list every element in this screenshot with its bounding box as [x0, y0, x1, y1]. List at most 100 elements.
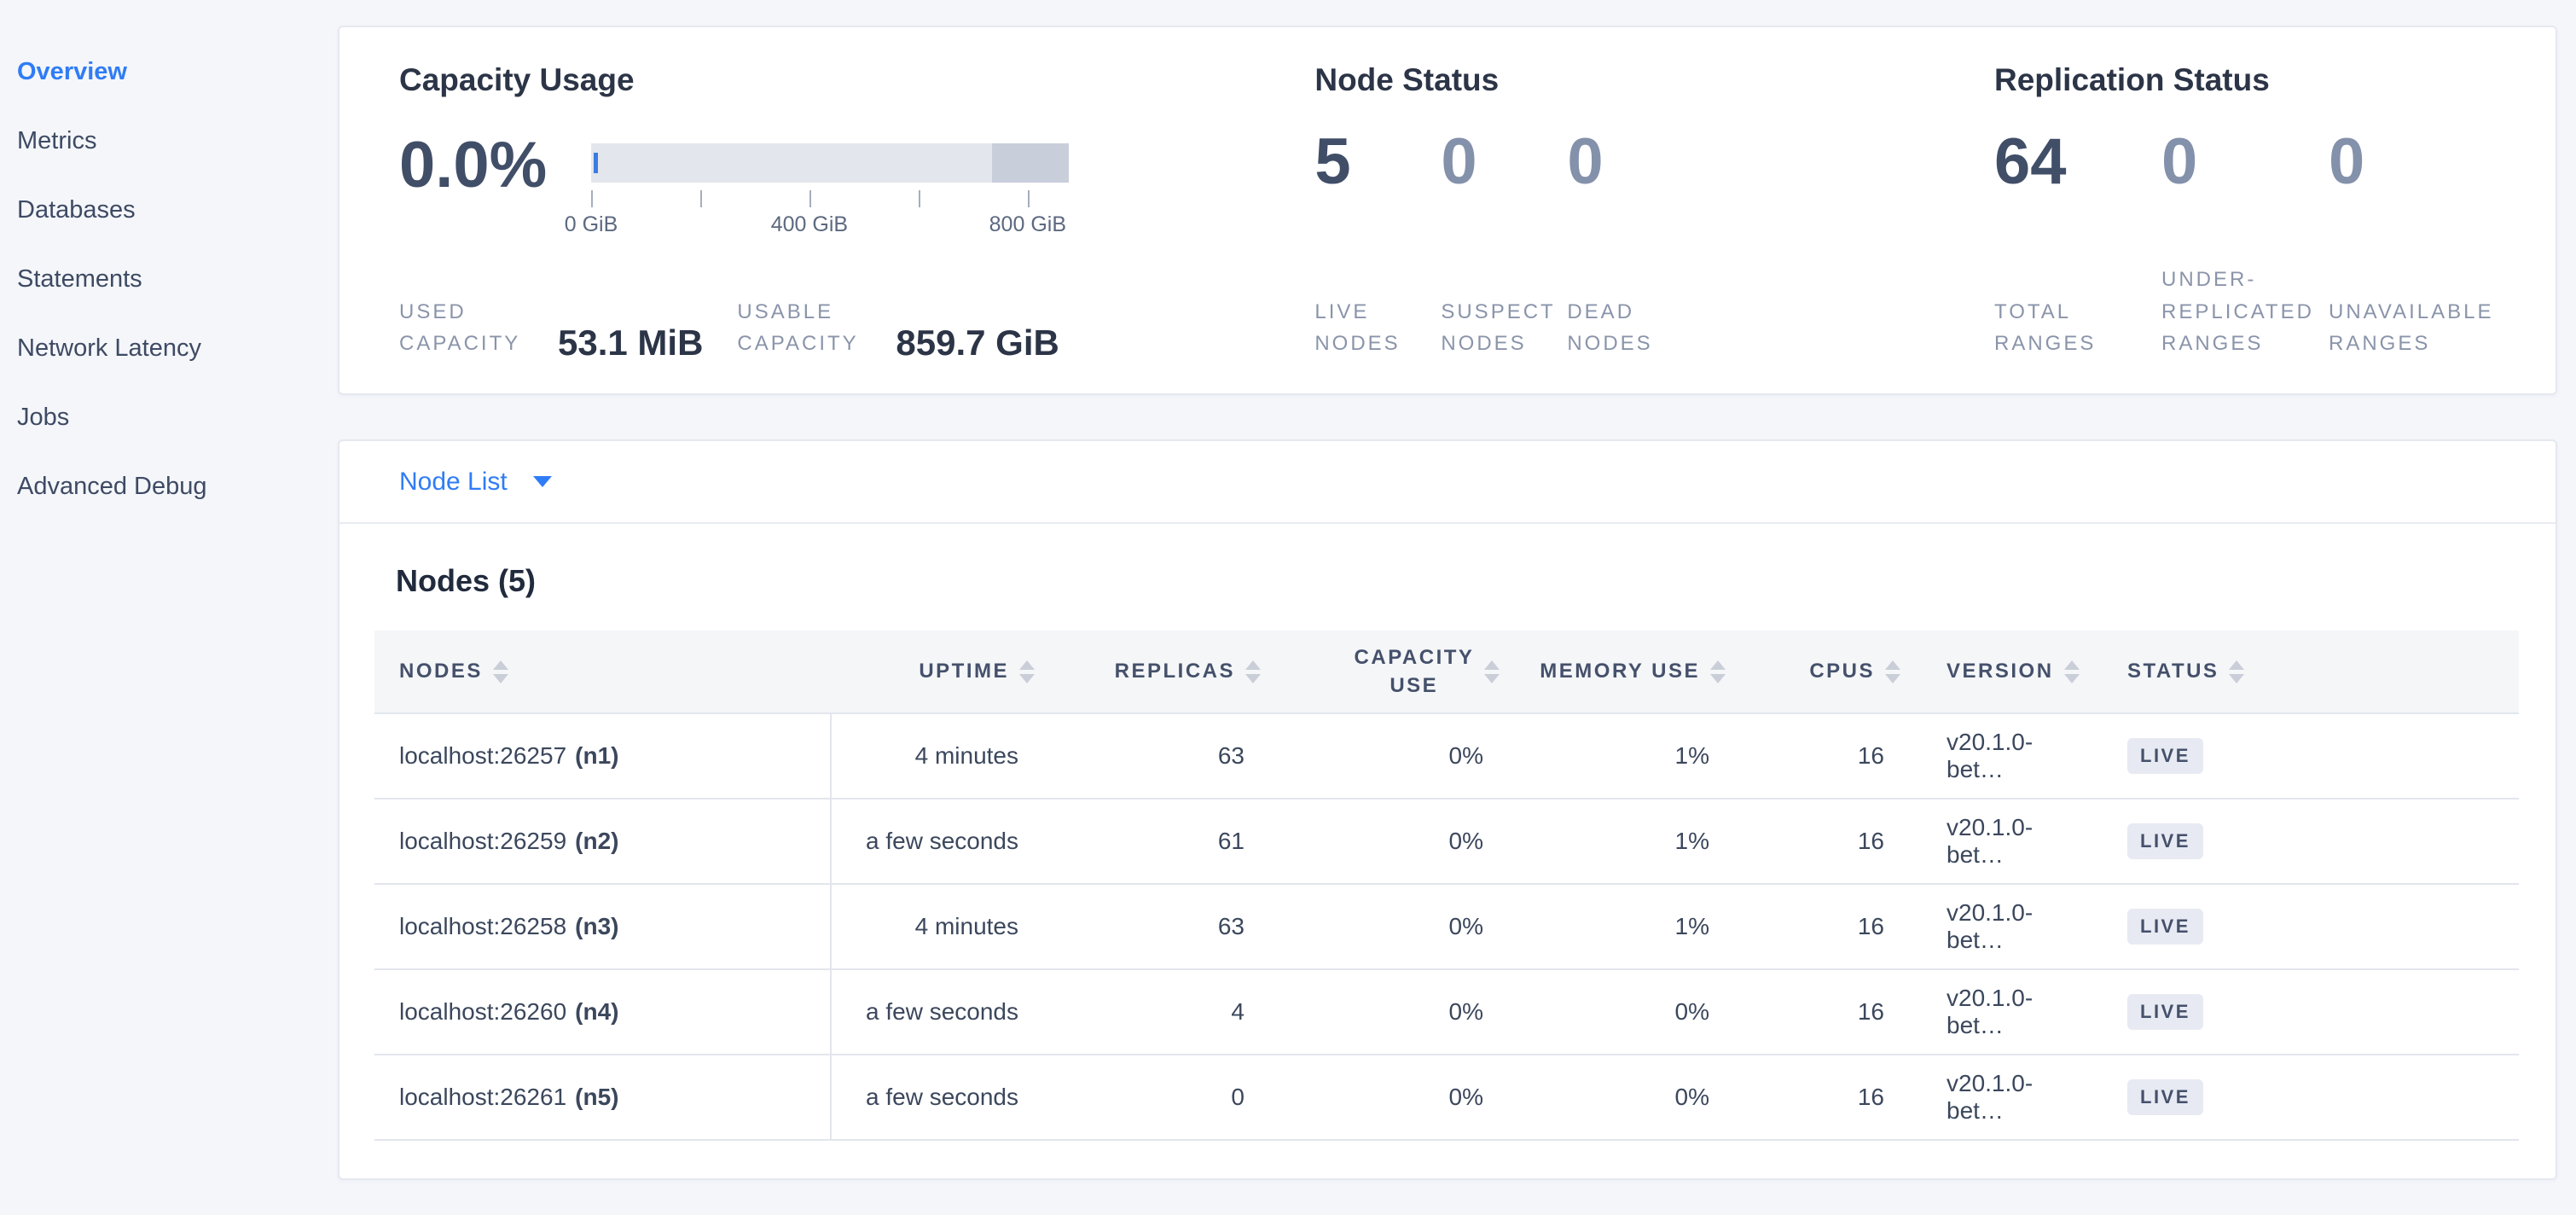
capacity-chart-row: 0.0% 0 GiB 400 GiB 800 GiB [399, 133, 1314, 240]
cpus-cell: 16 [1731, 884, 1906, 971]
version-cell: v20.1.0-bet… [1906, 713, 2086, 800]
column-header-cpus[interactable]: CPUS [1731, 631, 1906, 715]
capacity-axis-labels: 0 GiB 400 GiB 800 GiB [565, 212, 1069, 240]
replication-stats: 64 TOTAL RANGES 0 UNDER-REPLICATED RANGE… [1994, 130, 2496, 359]
nodes-table-section: Nodes (5) NODES [339, 524, 2556, 1142]
column-header-label: VERSION [1947, 660, 2054, 683]
memory-use-cell: 1% [1505, 799, 1731, 886]
replicas-cell: 63 [1040, 713, 1266, 800]
sort-icon [2063, 660, 2080, 683]
axis-tick [809, 190, 811, 208]
axis-tick [591, 190, 593, 208]
node-list-dropdown-label: Node List [399, 467, 508, 496]
node-id: (n4) [575, 998, 619, 1026]
usable-capacity-label: USABLE CAPACITY [737, 299, 859, 355]
main-content: Capacity Usage 0.0% 0 GiB 400 GiB 800 GiB … [338, 26, 2557, 1181]
status-cell: LIVE [2086, 969, 2519, 1056]
sidebar-item-metrics[interactable]: Metrics [17, 127, 97, 154]
live-nodes-value: 5 [1314, 125, 1351, 199]
status-cell: LIVE [2086, 884, 2519, 971]
node-status-section: Node Status 5 LIVE NODES 0 SUSPECT NODES… [1314, 61, 1994, 359]
sidebar-item-advanced-debug[interactable]: Advanced Debug [17, 473, 207, 500]
status-badge: LIVE [2127, 994, 2203, 1031]
usable-capacity-stat: USABLE CAPACITY 859.7 GiB [737, 296, 1059, 361]
unavailable-ranges-label: UNAVAILABLE RANGES [2329, 299, 2494, 355]
column-header-label: CAPACITY USE [1354, 645, 1475, 698]
suspect-nodes-value: 0 [1441, 125, 1477, 199]
sidebar-item-overview[interactable]: Overview [17, 58, 127, 85]
column-header-label: REPLICAS [1114, 660, 1235, 683]
capacity-use-cell: 0% [1266, 1055, 1505, 1142]
cpus-cell: 16 [1731, 713, 1906, 800]
dead-nodes-value: 0 [1567, 125, 1604, 199]
unavailable-ranges-value: 0 [2329, 125, 2365, 199]
uptime-cell: a few seconds [831, 1055, 1040, 1142]
uptime-cell: 4 minutes [831, 713, 1040, 800]
unavailable-ranges-stat: 0 UNAVAILABLE RANGES [2329, 130, 2496, 359]
total-ranges-label: TOTAL RANGES [1994, 299, 2097, 355]
axis-tick [700, 190, 703, 208]
node-address: localhost:26259 [399, 828, 567, 855]
capacity-bar [591, 143, 1069, 183]
sidebar-item-jobs[interactable]: Jobs [17, 404, 70, 431]
column-header-capacity-use[interactable]: CAPACITY USE [1266, 631, 1505, 715]
status-cell: LIVE [2086, 713, 2519, 800]
used-capacity-label: USED CAPACITY [399, 299, 521, 355]
suspect-nodes-stat: 0 SUSPECT NODES [1441, 130, 1567, 359]
table-row: localhost:26261 (n5) a few seconds 0 0% 0… [374, 1055, 2519, 1142]
uptime-cell: a few seconds [831, 799, 1040, 886]
total-ranges-value: 64 [1994, 125, 2067, 199]
column-header-uptime[interactable]: UPTIME [831, 631, 1040, 715]
table-header-row: NODES UPTIME REPLICAS [374, 631, 2519, 715]
memory-use-cell: 0% [1505, 1055, 1731, 1142]
dead-nodes-label: DEAD NODES [1567, 299, 1653, 355]
capacity-bar-used-marker [594, 153, 598, 174]
column-header-version[interactable]: VERSION [1906, 631, 2086, 715]
under-replicated-ranges-label: UNDER-REPLICATED RANGES [2161, 268, 2314, 355]
sidebar: Overview Metrics Databases Statements Ne… [0, 26, 338, 521]
version-cell: v20.1.0-bet… [1906, 884, 2086, 971]
used-capacity-stat: USED CAPACITY 53.1 MiB [399, 296, 704, 363]
node-address: localhost:26261 [399, 1084, 567, 1111]
node-address-cell[interactable]: localhost:26257 (n1) [374, 713, 832, 800]
capacity-stats-row: USED CAPACITY 53.1 MiB USABLE CAPACITY 8… [399, 296, 1314, 363]
used-capacity-value: 53.1 MiB [558, 323, 704, 363]
cpus-cell: 16 [1731, 1055, 1906, 1142]
memory-use-cell: 1% [1505, 713, 1731, 800]
node-address-cell[interactable]: localhost:26260 (n4) [374, 969, 832, 1056]
sort-icon [492, 660, 508, 683]
column-header-label: NODES [399, 660, 483, 683]
cpus-cell: 16 [1731, 799, 1906, 886]
capacity-use-cell: 0% [1266, 713, 1505, 800]
column-header-status[interactable]: STATUS [2086, 631, 2519, 715]
node-address: localhost:26258 [399, 913, 567, 940]
node-id: (n1) [575, 742, 619, 770]
node-list-dropdown[interactable]: Node List [339, 441, 2556, 524]
column-header-replicas[interactable]: REPLICAS [1040, 631, 1266, 715]
sidebar-item-statements[interactable]: Statements [17, 265, 142, 293]
sort-icon [1885, 660, 1900, 683]
node-address-cell[interactable]: localhost:26258 (n3) [374, 884, 832, 971]
node-address-cell[interactable]: localhost:26259 (n2) [374, 799, 832, 886]
replicas-cell: 4 [1040, 969, 1266, 1056]
node-status-stats: 5 LIVE NODES 0 SUSPECT NODES 0 DEAD NODE… [1314, 130, 1994, 359]
dead-nodes-stat: 0 DEAD NODES [1567, 130, 1693, 359]
node-id: (n5) [575, 1084, 619, 1111]
version-cell: v20.1.0-bet… [1906, 969, 2086, 1056]
sort-icon [1710, 660, 1726, 683]
memory-use-cell: 0% [1505, 969, 1731, 1056]
table-row: localhost:26257 (n1) 4 minutes 63 0% 1% 1… [374, 713, 2519, 800]
sidebar-item-databases[interactable]: Databases [17, 196, 136, 224]
replicas-cell: 63 [1040, 884, 1266, 971]
capacity-usage-section: Capacity Usage 0.0% 0 GiB 400 GiB 800 GiB … [399, 61, 1314, 363]
sort-icon [1245, 660, 1261, 683]
column-header-memory-use[interactable]: MEMORY USE [1505, 631, 1731, 715]
axis-tick [919, 190, 921, 208]
live-nodes-label: LIVE NODES [1314, 299, 1401, 355]
node-id: (n3) [575, 913, 619, 940]
column-header-nodes[interactable]: NODES [374, 631, 831, 715]
table-row: localhost:26260 (n4) a few seconds 4 0% 0… [374, 969, 2519, 1056]
sidebar-item-network-latency[interactable]: Network Latency [17, 334, 201, 362]
node-address-cell[interactable]: localhost:26261 (n5) [374, 1055, 832, 1142]
sort-icon [1484, 660, 1500, 683]
